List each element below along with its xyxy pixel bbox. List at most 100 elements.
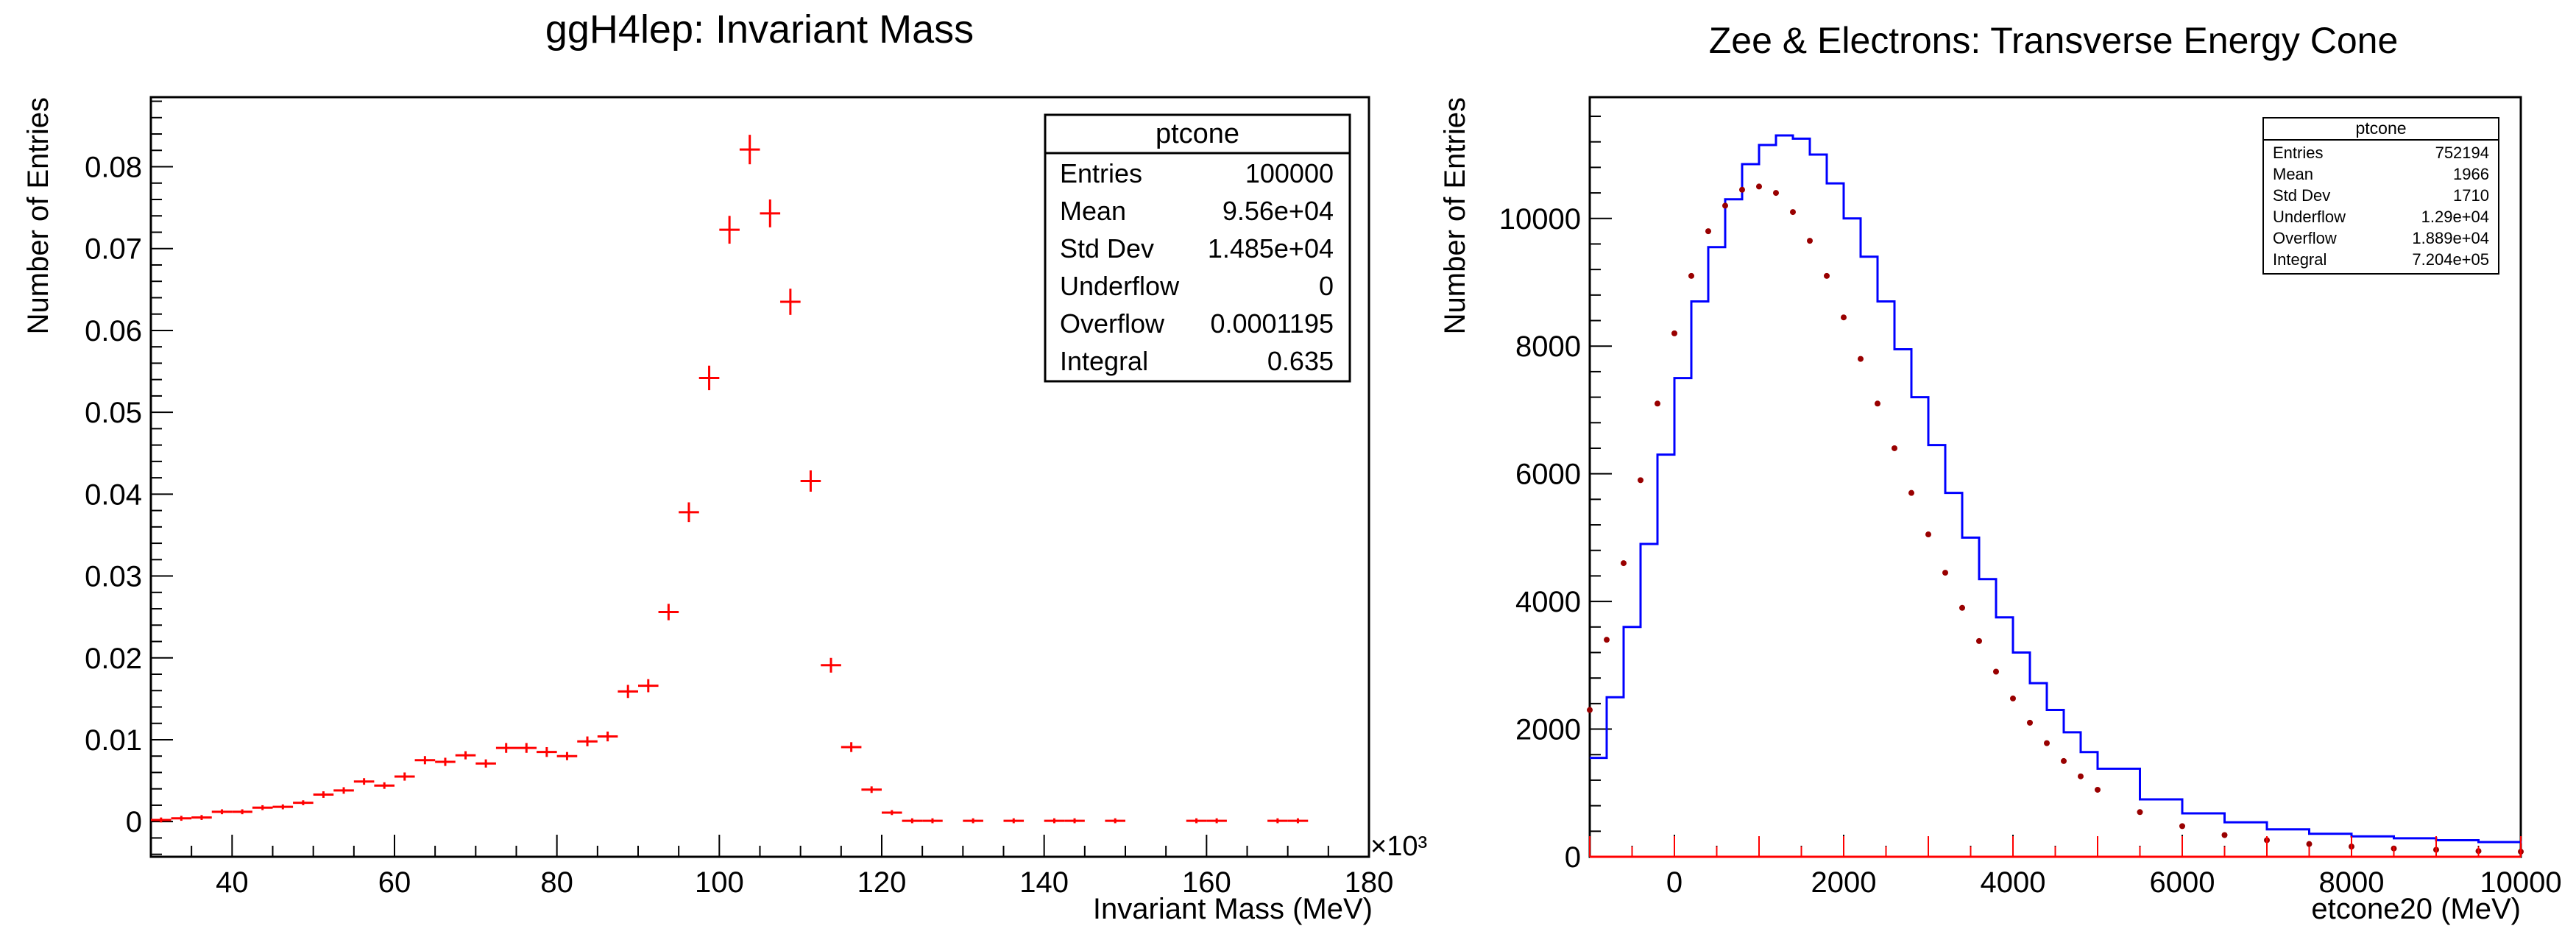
stats-box-frame [2262, 117, 2499, 275]
stats-label-overflow: Overflow [1060, 308, 1165, 339]
data-point [1105, 818, 1125, 824]
stats-box-title: ptcone [1156, 119, 1239, 149]
data-point [1993, 668, 1999, 675]
data-point [618, 685, 638, 699]
y-tick-label: 0.03 [85, 561, 142, 593]
stats-label-underflow: Underflow [2273, 208, 2346, 226]
series-red-baseline [1589, 836, 2522, 858]
data-point [1925, 531, 1931, 538]
stats-box-frame [1044, 113, 1351, 383]
x-axis-label: etcone20 (MeV) [2311, 893, 2521, 925]
y-axis-label: Number of Entries [1439, 97, 1471, 334]
stats-label-std-dev: Std Dev [1060, 233, 1154, 264]
y-tick-label: 0.05 [85, 397, 142, 429]
data-point [1824, 272, 1830, 279]
data-point [922, 818, 943, 824]
y-axis-label: Number of Entries [22, 97, 54, 334]
y-tick-label: 0.08 [85, 152, 142, 184]
data-point [1587, 707, 1593, 713]
data-point [1671, 330, 1677, 336]
x-tick-label: 4000 [1981, 866, 2046, 899]
data-point [1688, 272, 1694, 279]
stats-box: ptcone Entries 752194 Mean 1966 Std Dev … [2262, 117, 2499, 275]
data-point [2061, 757, 2067, 764]
x-tick-label: 0 [1666, 866, 1682, 899]
data-point [638, 679, 659, 693]
y-tick-label: 0.01 [85, 724, 142, 757]
data-point [293, 800, 314, 805]
stats-value-overflow: 0.0001195 [1210, 308, 1334, 339]
data-point [1892, 445, 1897, 451]
x-axis-exponent: ×10³ [1370, 831, 1427, 862]
data-point [1739, 186, 1745, 193]
y-tick-label: 0.02 [85, 643, 142, 675]
stats-value-entries: 752194 [2435, 144, 2489, 162]
data-point [1976, 637, 1982, 644]
x-axis: 40 60 80 100 120 140 160 180 [150, 835, 1394, 899]
stats-label-std-dev: Std Dev [2273, 186, 2330, 205]
data-series [1587, 134, 2524, 858]
stats-value-std-dev: 1710 [2453, 186, 2489, 205]
x-tick-label: 120 [857, 866, 907, 899]
stats-label-underflow: Underflow [1060, 271, 1180, 301]
data-point [151, 817, 171, 823]
data-point [435, 757, 456, 766]
stats-box-title: ptcone [2355, 119, 2406, 138]
data-point [2027, 719, 2033, 726]
data-point [1186, 818, 1207, 824]
chart-title: Zee & Electrons: Transverse Energy Cone [1709, 20, 2399, 61]
data-point [1621, 560, 1627, 567]
data-point [252, 805, 273, 810]
data-point [1206, 818, 1227, 824]
stats-value-mean: 1966 [2453, 165, 2489, 183]
data-point [597, 731, 618, 742]
data-point [658, 604, 679, 621]
data-point [861, 786, 882, 793]
stats-value-integral: 7.204e+05 [2412, 250, 2489, 269]
data-point [800, 470, 821, 492]
y-tick-label: 0.04 [85, 478, 142, 511]
data-point [902, 818, 923, 824]
data-point [1790, 209, 1796, 216]
invariant-mass-chart: ggH4lep: Invariant Mass 0 0.01 0.02 0.03 0.0… [22, 7, 1427, 925]
data-point [841, 742, 862, 752]
x-tick-label: 40 [216, 866, 249, 899]
stats-value-integral: 0.635 [1267, 346, 1334, 376]
data-point [353, 778, 375, 785]
x-axis: 0 2000 4000 6000 8000 10000 [1589, 835, 2562, 899]
data-point [821, 657, 841, 673]
x-tick-label: 80 [540, 866, 573, 899]
stats-label-integral: Integral [1060, 346, 1148, 376]
data-point [394, 772, 415, 781]
data-point [2221, 832, 2228, 838]
data-point [1773, 190, 1779, 197]
stats-value-mean: 9.56e+04 [1222, 196, 1334, 226]
data-point [760, 199, 781, 227]
stats-label-integral: Integral [2273, 250, 2326, 269]
y-tick-label: 6000 [1515, 459, 1581, 491]
data-point [1807, 238, 1813, 244]
stats-label-overflow: Overflow [2273, 229, 2337, 247]
data-point [211, 809, 233, 815]
stats-value-underflow: 1.29e+04 [2421, 208, 2489, 226]
data-point [1722, 202, 1728, 209]
data-point [455, 751, 476, 760]
x-tick-label: 180 [1345, 866, 1394, 899]
data-point [882, 810, 902, 816]
x-tick-label: 100 [695, 866, 744, 899]
stats-value-underflow: 0 [1319, 271, 1334, 301]
x-tick-label: 140 [1019, 866, 1069, 899]
y-tick-label: 0 [126, 806, 142, 838]
stats-label-mean: Mean [1060, 196, 1126, 226]
data-point [414, 756, 436, 765]
data-point [1959, 604, 1965, 611]
data-point [1655, 400, 1660, 407]
data-point [1858, 356, 1864, 362]
data-point [1756, 183, 1762, 190]
data-point [780, 289, 801, 315]
data-point [2095, 786, 2101, 793]
data-point [698, 365, 720, 391]
stats-value-std-dev: 1.485e+04 [1208, 233, 1334, 264]
data-point [2044, 740, 2050, 746]
